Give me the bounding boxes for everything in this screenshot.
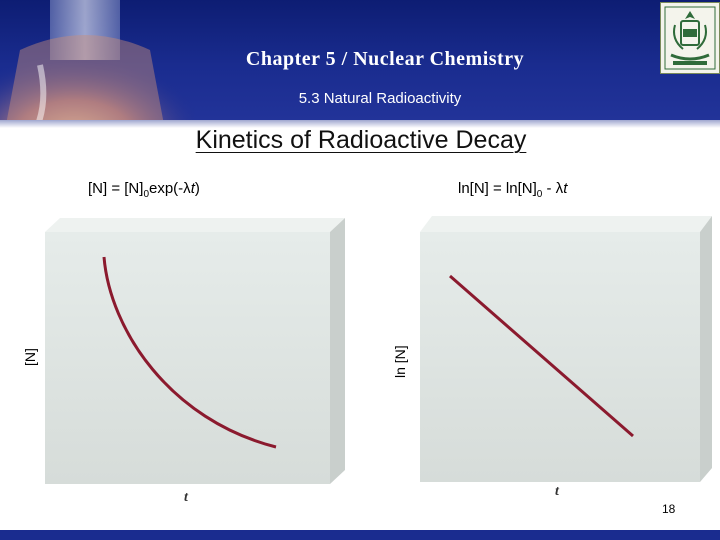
x-axis-label-right: t — [555, 484, 559, 499]
linear-decay-line — [449, 274, 634, 438]
y-axis-label-right: ln [N] — [392, 345, 408, 378]
y-axis-label-left: [N] — [22, 348, 38, 366]
equation-logarithmic: ln[N] = ln[N]0 - λt — [458, 180, 568, 200]
exponential-decay-curve — [102, 256, 277, 449]
plot-panel-right — [420, 216, 712, 482]
equation-exponential: [N] = [N]0exp(-λt) — [88, 180, 200, 200]
plot-panel-left — [45, 218, 345, 484]
section-title: 5.3 Natural Radioactivity — [298, 90, 462, 107]
slide-footer-bar — [0, 530, 720, 540]
slide-title: Kinetics of Radioactive Decay — [195, 126, 527, 154]
chapter-title: Chapter 5 / Nuclear Chemistry — [245, 48, 525, 70]
x-axis-label-left: t — [184, 490, 188, 505]
slide-header: Chapter 5 / Nuclear Chemistry 5.3 Natura… — [0, 0, 720, 120]
page-number: 18 — [662, 502, 676, 516]
flask-image — [0, 0, 195, 120]
header-divider — [0, 120, 720, 128]
